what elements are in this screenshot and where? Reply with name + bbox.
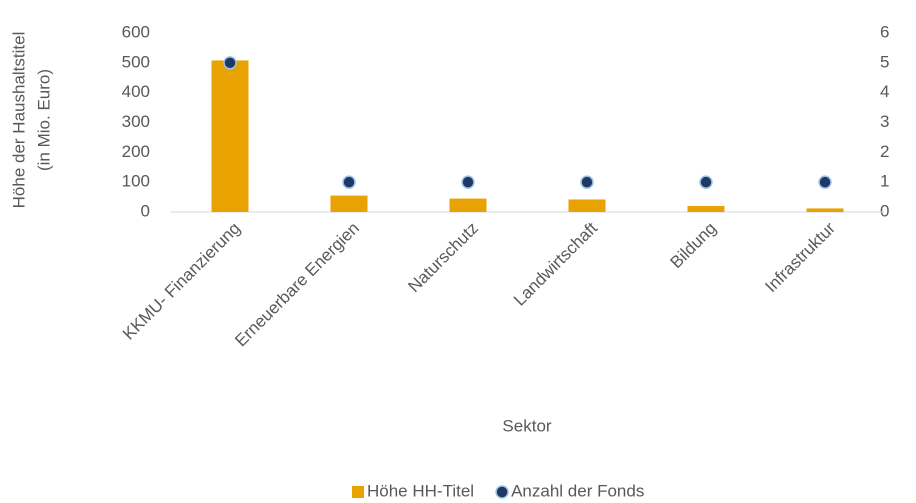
y2-tick-label: 5: [880, 52, 889, 71]
y-tick-label: 100: [122, 172, 150, 191]
legend-label: Anzahl der Fonds: [511, 481, 644, 500]
x-tick-label: Erneuerbare Energien: [231, 219, 363, 351]
y2-tick-label: 0: [880, 201, 889, 220]
bar: [330, 195, 368, 212]
point: [461, 175, 475, 189]
bar: [687, 206, 725, 212]
x-tick-label: KKMU- Finanzierung: [119, 219, 244, 344]
x-tick-label: Infrastruktur: [761, 218, 839, 296]
y2-tick-label: 4: [880, 82, 889, 101]
bar: [568, 199, 606, 212]
point: [699, 175, 713, 189]
y-tick-label: 300: [122, 112, 150, 131]
point: [223, 56, 237, 70]
bar: [806, 208, 844, 212]
legend-label: Höhe HH-Titel: [367, 481, 474, 500]
point: [818, 175, 832, 189]
y-tick-label: 400: [122, 82, 150, 101]
y2-tick-label: 6: [880, 22, 889, 41]
x-tick-label: Bildung: [666, 219, 720, 273]
bar: [449, 198, 487, 212]
y-tick-label: 500: [122, 52, 150, 71]
x-tick-label: Naturschutz: [404, 219, 482, 297]
y2-tick-label: 3: [880, 112, 889, 131]
y-axis-title: (in Mio. Euro): [34, 69, 53, 171]
point: [342, 175, 356, 189]
x-tick-label: Landwirtschaft: [510, 218, 601, 309]
y-tick-label: 200: [122, 142, 150, 161]
y-tick-label: 0: [141, 201, 150, 220]
y2-tick-label: 1: [880, 172, 889, 191]
y-axis-title: Höhe der Haushaltstitel: [9, 32, 28, 209]
y-tick-label: 600: [122, 22, 150, 41]
x-axis-title: Sektor: [502, 416, 551, 435]
bar: [211, 60, 249, 212]
legend-swatch: [352, 486, 364, 498]
point: [580, 175, 594, 189]
legend-swatch: [495, 485, 509, 499]
y2-tick-label: 2: [880, 142, 889, 161]
